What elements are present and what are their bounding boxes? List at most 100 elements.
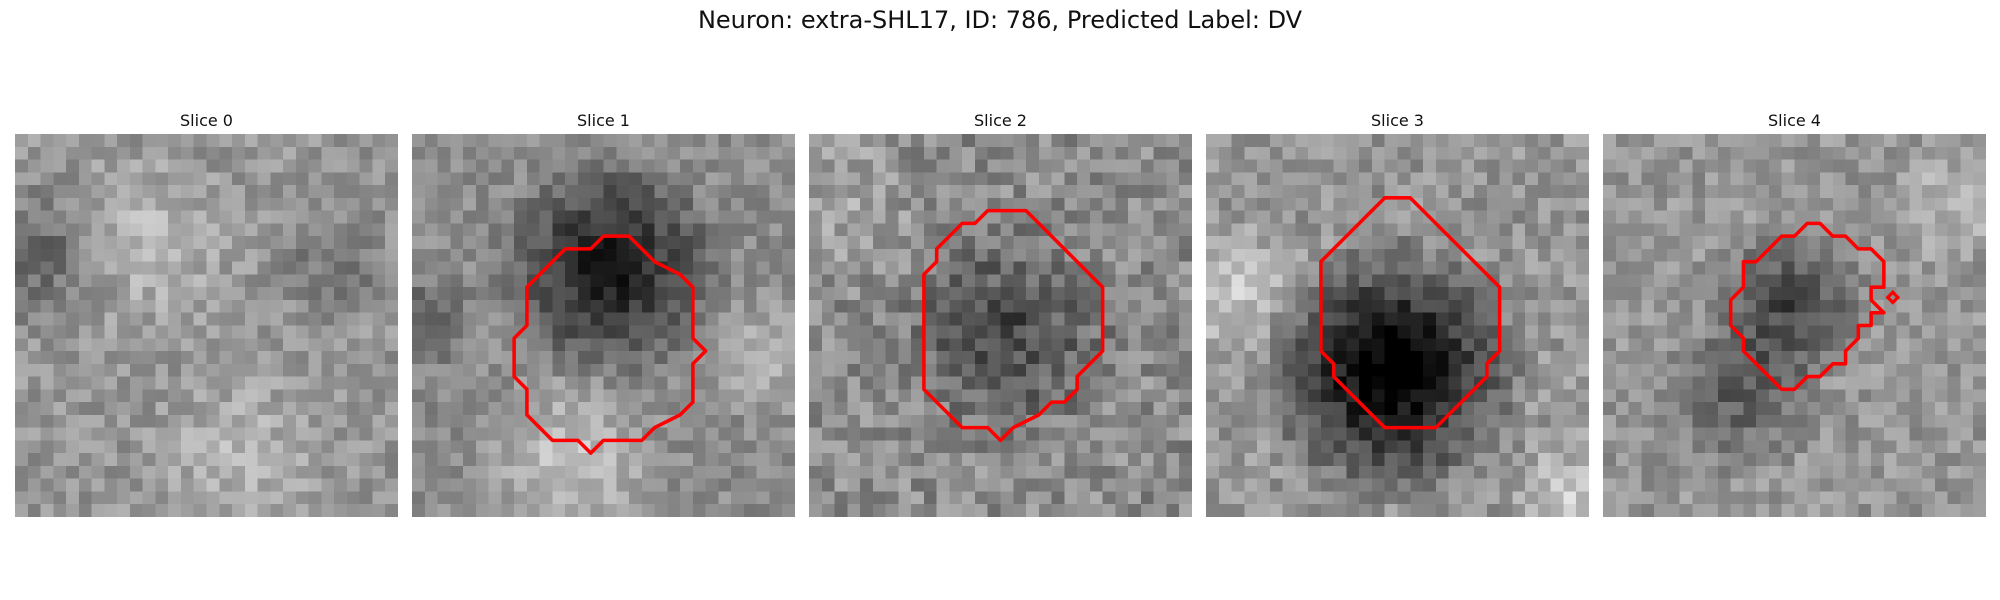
image-pixel: [1077, 427, 1091, 441]
image-pixel: [1896, 427, 1910, 441]
image-pixel: [78, 274, 92, 288]
image-pixel: [565, 440, 579, 454]
image-pixel: [1384, 146, 1398, 160]
image-pixel: [1947, 312, 1961, 326]
image-pixel: [27, 465, 41, 479]
image-pixel: [1244, 478, 1258, 492]
image-pixel: [1051, 299, 1065, 313]
image-pixel: [1550, 159, 1564, 173]
image-pixel: [1077, 478, 1091, 492]
image-pixel: [1666, 261, 1680, 275]
image-pixel: [962, 402, 976, 416]
image-pixel: [117, 491, 131, 505]
image-pixel: [475, 134, 489, 148]
image-pixel: [1973, 185, 1986, 199]
image-pixel: [654, 223, 668, 237]
image-pixel: [219, 427, 233, 441]
image-pixel: [731, 185, 745, 199]
image-pixel: [1576, 134, 1589, 148]
image-pixel: [15, 504, 29, 517]
image-pixel: [1641, 287, 1655, 301]
image-pixel: [1231, 210, 1245, 224]
image-pixel: [488, 146, 502, 160]
image-pixel: [1359, 389, 1373, 403]
image-pixel: [923, 248, 937, 262]
image-pixel: [1397, 402, 1411, 416]
image-pixel: [565, 376, 579, 390]
image-pixel: [1896, 491, 1910, 505]
image-pixel: [1013, 223, 1027, 237]
image-pixel: [1359, 159, 1373, 173]
image-pixel: [1563, 299, 1577, 313]
image-pixel: [168, 363, 182, 377]
image-pixel: [1563, 197, 1577, 211]
image-pixel: [1628, 210, 1642, 224]
image-pixel: [1743, 185, 1757, 199]
image-pixel: [872, 414, 886, 428]
image-pixel: [949, 389, 963, 403]
image-pixel: [1397, 274, 1411, 288]
image-pixel: [129, 440, 143, 454]
image-pixel: [1166, 478, 1180, 492]
image-pixel: [244, 440, 258, 454]
image-pixel: [1499, 299, 1513, 313]
image-pixel: [1550, 440, 1564, 454]
image-pixel: [514, 351, 528, 365]
image-pixel: [821, 185, 835, 199]
image-pixel: [1474, 414, 1488, 428]
image-pixel: [155, 172, 169, 186]
image-pixel: [1947, 465, 1961, 479]
image-pixel: [219, 172, 233, 186]
image-pixel: [1794, 478, 1808, 492]
image-pixel: [1179, 159, 1192, 173]
image-pixel: [1499, 312, 1513, 326]
image-pixel: [117, 440, 131, 454]
image-pixel: [1410, 287, 1424, 301]
image-pixel: [1435, 389, 1449, 403]
image-pixel: [91, 465, 105, 479]
image-pixel: [1807, 338, 1821, 352]
image-pixel: [1756, 261, 1770, 275]
image-pixel: [424, 338, 438, 352]
image-pixel: [488, 248, 502, 262]
image-pixel: [1410, 440, 1424, 454]
image-pixel: [1179, 146, 1192, 160]
image-pixel: [1435, 427, 1449, 441]
image-pixel: [501, 478, 515, 492]
image-pixel: [692, 261, 706, 275]
image-pixel: [1166, 440, 1180, 454]
image-pixel: [705, 223, 719, 237]
image-pixel: [488, 299, 502, 313]
image-pixel: [731, 172, 745, 186]
image-pixel: [949, 274, 963, 288]
image-pixel: [283, 299, 297, 313]
image-pixel: [308, 274, 322, 288]
image-pixel: [27, 325, 41, 339]
image-pixel: [809, 389, 823, 403]
image-pixel: [1371, 299, 1385, 313]
image-pixel: [1206, 402, 1220, 416]
image-pixel: [756, 146, 770, 160]
image-pixel: [193, 414, 207, 428]
image-pixel: [1486, 146, 1500, 160]
image-pixel: [1705, 312, 1719, 326]
image-pixel: [974, 236, 988, 250]
image-pixel: [809, 159, 823, 173]
image-pixel: [1282, 325, 1296, 339]
image-pixel: [526, 427, 540, 441]
image-pixel: [1705, 236, 1719, 250]
image-pixel: [680, 325, 694, 339]
image-pixel: [1333, 325, 1347, 339]
image-pixel: [1179, 236, 1192, 250]
image-pixel: [1102, 197, 1116, 211]
image-pixel: [987, 453, 1001, 467]
image-pixel: [1896, 338, 1910, 352]
image-pixel: [450, 453, 464, 467]
image-pixel: [1666, 491, 1680, 505]
image-pixel: [219, 312, 233, 326]
image-pixel: [372, 465, 386, 479]
image-pixel: [616, 312, 630, 326]
image-pixel: [1934, 465, 1948, 479]
image-pixel: [1435, 159, 1449, 173]
image-pixel: [206, 478, 220, 492]
